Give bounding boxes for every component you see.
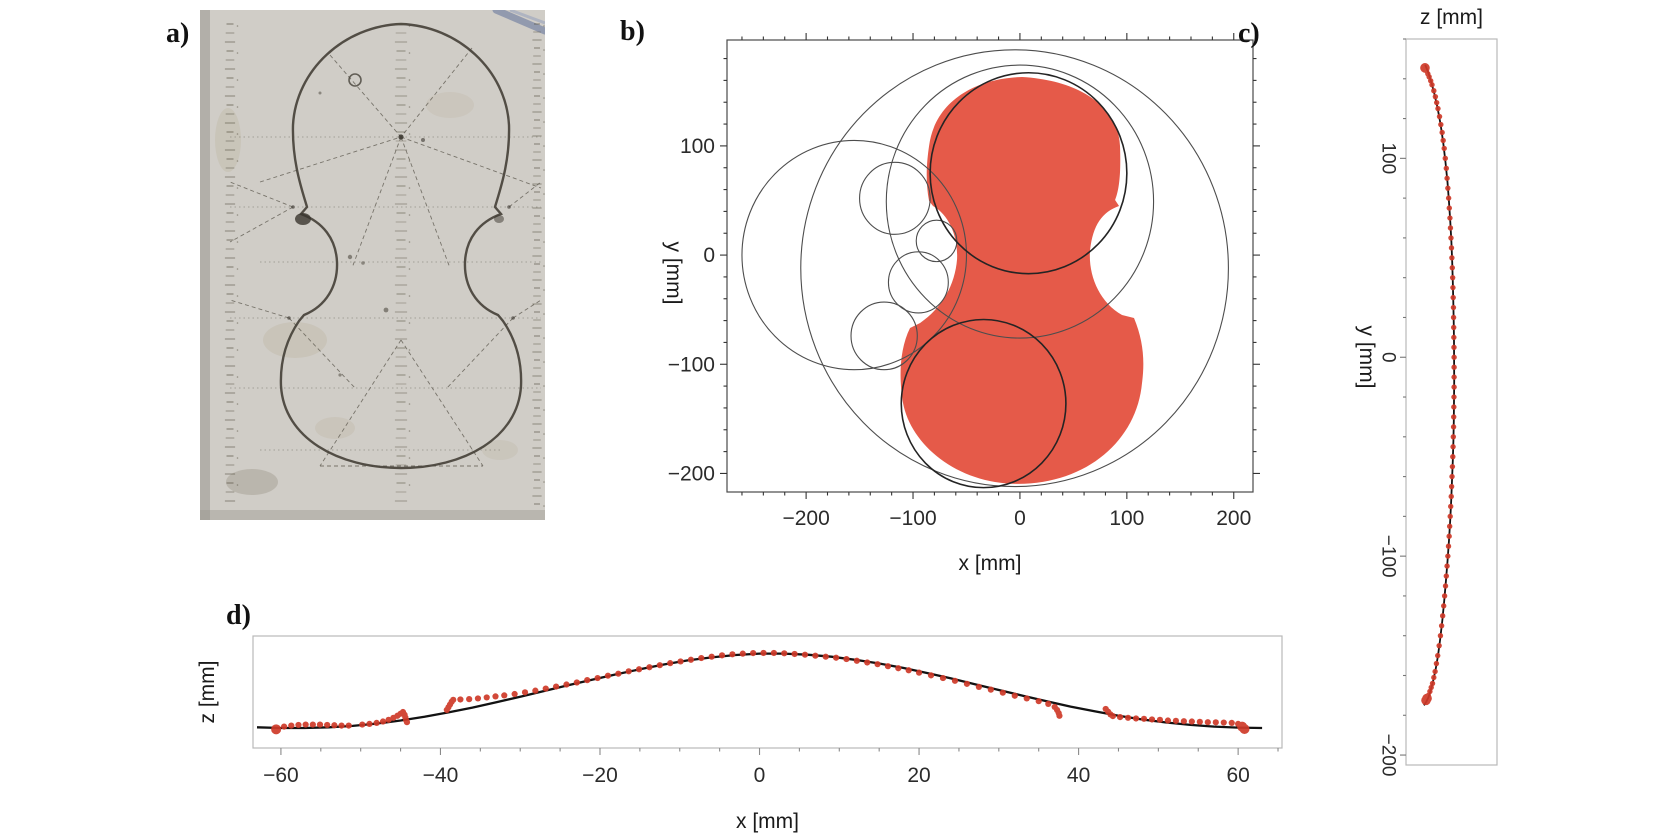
tick-labels-d: −60 −40 −20 0 20 40 60 <box>263 764 1250 787</box>
svg-text:−100: −100 <box>889 507 936 530</box>
svg-text:0: 0 <box>754 764 766 787</box>
paper-stains <box>215 92 518 495</box>
svg-text:−200: −200 <box>1378 734 1399 777</box>
axis-ticks-c <box>1400 38 1406 756</box>
panel-label-b: b) <box>620 16 645 47</box>
photo-edge-shadow <box>200 10 210 520</box>
svg-text:−200: −200 <box>782 507 829 530</box>
construction-circle <box>850 301 918 371</box>
y-axis-label-d: z [mm] <box>196 661 219 724</box>
plot-frame-b <box>726 39 1254 493</box>
svg-text:0: 0 <box>1378 352 1399 363</box>
blue-pen-mark <box>492 10 545 35</box>
scan-points-d <box>271 649 1250 735</box>
construction-circle <box>887 251 949 314</box>
tick-labels-c: 100 0 −100 −200 <box>1378 142 1399 776</box>
fit-line-c <box>1423 64 1456 706</box>
y-axis-label-b: y [mm] <box>662 242 685 305</box>
x-axis-label-d: x [mm] <box>736 810 799 833</box>
panel-c-plot: 100 0 −100 −200 z [mm] y [mm] <box>1330 0 1530 790</box>
svg-text:40: 40 <box>1067 764 1090 787</box>
svg-text:20: 20 <box>907 764 930 787</box>
svg-text:−40: −40 <box>423 764 459 787</box>
horizontal-guides <box>230 136 541 451</box>
x-axis-label-b: x [mm] <box>959 552 1022 575</box>
ruler-tick-columns <box>224 23 545 507</box>
panel-label-a: a) <box>166 18 190 49</box>
svg-text:100: 100 <box>680 135 715 158</box>
manuscript-drawing <box>200 10 545 520</box>
svg-text:−20: −20 <box>582 764 618 787</box>
title-c: z [mm] <box>1420 6 1483 29</box>
ink-marks <box>287 73 515 377</box>
svg-text:−100: −100 <box>668 353 715 376</box>
bout-circle <box>900 318 1067 489</box>
panel-label-c: c) <box>1238 18 1260 49</box>
violin-silhouette <box>900 77 1144 484</box>
construction-circle <box>915 219 958 263</box>
tick-labels-b: −200 −100 0 100 200 100 0 −100 −200 <box>668 135 1252 530</box>
svg-text:−200: −200 <box>668 462 715 485</box>
panel-d-plot: −60 −40 −20 0 20 40 60 x [mm] z [mm] <box>180 590 1340 840</box>
construction-circle <box>800 49 1229 488</box>
svg-text:100: 100 <box>1109 507 1144 530</box>
construction-circle <box>885 64 1155 339</box>
construction-circle <box>741 139 968 371</box>
panel-b-plot: −200 −100 0 100 200 100 0 −100 −200 x [mm] y [mm] <box>640 25 1280 595</box>
scan-points-c <box>1420 63 1457 706</box>
plot-frame-c <box>1405 38 1498 766</box>
axis-ticks-b <box>720 33 1260 499</box>
fit-line-d <box>256 652 1263 730</box>
svg-text:100: 100 <box>1378 142 1399 174</box>
svg-text:−100: −100 <box>1378 535 1399 578</box>
construction-circle <box>859 161 931 235</box>
svg-text:−60: −60 <box>263 764 299 787</box>
manuscript-photo <box>200 10 545 520</box>
construction-circles <box>741 49 1229 489</box>
svg-text:60: 60 <box>1226 764 1249 787</box>
svg-text:0: 0 <box>703 244 715 267</box>
y-axis-label-c: y [mm] <box>1355 326 1378 389</box>
panel-label-d: d) <box>226 600 251 631</box>
bout-circle <box>929 71 1128 275</box>
svg-text:0: 0 <box>1014 507 1026 530</box>
plot-frame-d <box>252 635 1283 749</box>
construction-lines <box>229 47 542 467</box>
violin-outline-ink <box>279 22 523 470</box>
axis-ticks-d <box>280 748 1279 755</box>
svg-text:200: 200 <box>1216 507 1251 530</box>
